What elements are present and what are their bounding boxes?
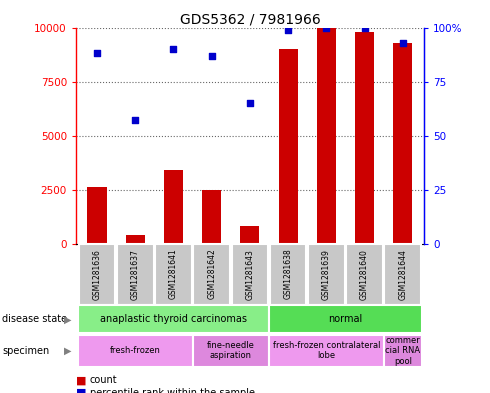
Text: GSM1281637: GSM1281637 bbox=[131, 249, 140, 299]
Bar bbox=[384, 335, 422, 367]
Bar bbox=[78, 305, 269, 333]
Text: specimen: specimen bbox=[2, 346, 49, 356]
Title: GDS5362 / 7981966: GDS5362 / 7981966 bbox=[179, 12, 320, 26]
Text: ▶: ▶ bbox=[64, 314, 71, 324]
Bar bbox=[202, 189, 221, 244]
Bar bbox=[269, 305, 422, 333]
Text: ▶: ▶ bbox=[64, 346, 71, 356]
Point bbox=[208, 52, 216, 59]
Point bbox=[284, 26, 292, 33]
Bar bbox=[346, 244, 383, 305]
Point bbox=[246, 100, 254, 106]
Text: GSM1281639: GSM1281639 bbox=[322, 249, 331, 299]
Bar bbox=[269, 335, 384, 367]
Bar bbox=[279, 49, 298, 244]
Bar bbox=[270, 244, 306, 305]
Point bbox=[93, 50, 101, 57]
Point bbox=[322, 24, 330, 31]
Text: GSM1281644: GSM1281644 bbox=[398, 249, 407, 299]
Bar bbox=[125, 235, 145, 244]
Bar bbox=[308, 244, 344, 305]
Point bbox=[170, 46, 177, 52]
Text: commer
cial RNA
pool: commer cial RNA pool bbox=[385, 336, 420, 365]
Bar bbox=[240, 226, 260, 244]
Bar bbox=[355, 32, 374, 244]
Point bbox=[131, 117, 139, 123]
Bar bbox=[155, 244, 192, 305]
Text: count: count bbox=[90, 375, 117, 386]
Text: percentile rank within the sample: percentile rank within the sample bbox=[90, 388, 255, 393]
Text: disease state: disease state bbox=[2, 314, 68, 324]
Text: fresh-frozen contralateral
lobe: fresh-frozen contralateral lobe bbox=[272, 341, 380, 360]
Text: fresh-frozen: fresh-frozen bbox=[110, 346, 161, 355]
Text: ■: ■ bbox=[76, 375, 86, 386]
Bar bbox=[78, 335, 193, 367]
Bar bbox=[393, 42, 413, 244]
Text: GSM1281641: GSM1281641 bbox=[169, 249, 178, 299]
Text: GSM1281642: GSM1281642 bbox=[207, 249, 216, 299]
Bar bbox=[385, 244, 421, 305]
Bar bbox=[232, 244, 268, 305]
Bar bbox=[317, 28, 336, 244]
Point bbox=[399, 39, 407, 46]
Bar bbox=[194, 244, 230, 305]
Text: anaplastic thyroid carcinomas: anaplastic thyroid carcinomas bbox=[100, 314, 247, 324]
Text: GSM1281636: GSM1281636 bbox=[93, 249, 101, 299]
Text: GSM1281640: GSM1281640 bbox=[360, 249, 369, 299]
Point bbox=[361, 24, 368, 31]
Text: normal: normal bbox=[328, 314, 363, 324]
Text: ■: ■ bbox=[76, 388, 86, 393]
Bar bbox=[78, 244, 115, 305]
Bar bbox=[117, 244, 153, 305]
Bar bbox=[164, 170, 183, 244]
Text: GSM1281638: GSM1281638 bbox=[284, 249, 293, 299]
Bar bbox=[193, 335, 269, 367]
Text: fine-needle
aspiration: fine-needle aspiration bbox=[207, 341, 255, 360]
Bar bbox=[87, 187, 106, 244]
Text: GSM1281643: GSM1281643 bbox=[245, 249, 254, 299]
